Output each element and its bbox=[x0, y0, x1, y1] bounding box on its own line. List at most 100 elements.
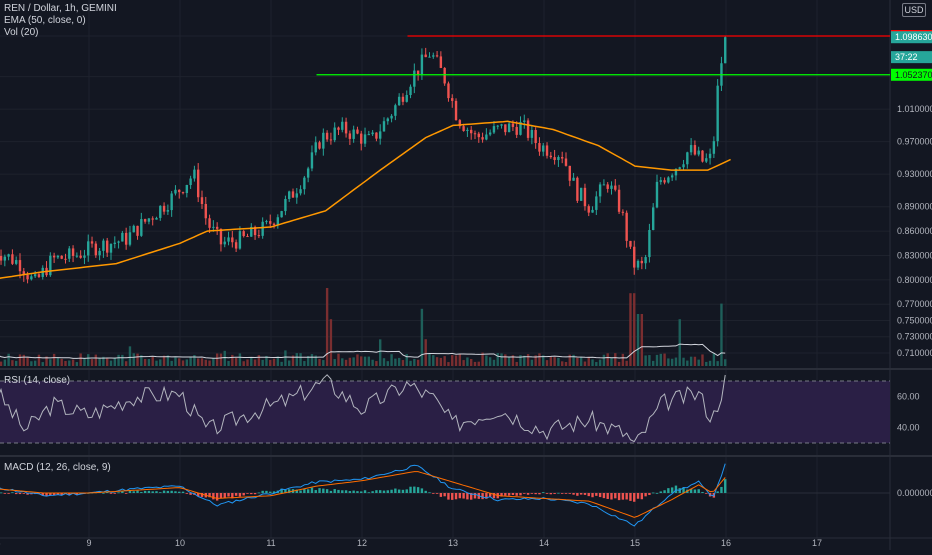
macd-histogram-bar bbox=[625, 493, 628, 500]
price-axis-tick-label[interactable]: 0.930000 bbox=[897, 169, 932, 179]
candle-body bbox=[178, 189, 181, 193]
candle-body bbox=[329, 139, 333, 141]
volume-bar bbox=[356, 354, 359, 366]
volume-bar bbox=[227, 360, 230, 366]
macd-histogram-bar bbox=[181, 491, 185, 493]
volume-legend[interactable]: Vol (20) bbox=[4, 27, 39, 38]
candle-body bbox=[636, 260, 640, 268]
price-axis-tick-label[interactable]: 0.970000 bbox=[897, 137, 932, 147]
candle-body bbox=[7, 254, 10, 257]
time-axis-tick-label[interactable]: 9 bbox=[86, 538, 91, 548]
candle-body bbox=[579, 187, 583, 201]
volume-bar bbox=[121, 354, 124, 366]
ema-legend[interactable]: EMA (50, close, 0) bbox=[4, 15, 86, 26]
macd-histogram-bar bbox=[640, 493, 644, 500]
time-axis-tick-label[interactable]: 15 bbox=[630, 538, 640, 548]
volume-bar bbox=[200, 358, 204, 366]
volume-bar bbox=[90, 359, 94, 366]
candle-body bbox=[477, 133, 480, 138]
macd-histogram-bar bbox=[701, 491, 704, 493]
volume-bar bbox=[636, 314, 640, 366]
candle-body bbox=[18, 260, 22, 272]
macd-histogram-bar bbox=[610, 493, 613, 500]
volume-bar bbox=[466, 357, 469, 366]
macd-histogram-bar bbox=[458, 493, 462, 499]
macd-histogram-bar bbox=[515, 493, 518, 496]
macd-histogram-bar bbox=[379, 490, 382, 493]
macd-histogram-bar bbox=[682, 487, 685, 493]
volume-bar bbox=[705, 361, 708, 366]
macd-histogram-bar bbox=[295, 489, 298, 493]
macd-histogram-bar bbox=[231, 493, 234, 499]
macd-histogram-bar bbox=[397, 489, 401, 493]
price-axis-tick-label[interactable]: 0.770000 bbox=[897, 299, 932, 309]
volume-bar bbox=[716, 361, 719, 366]
volume-bar bbox=[56, 357, 60, 366]
time-axis-tick-label[interactable]: 16 bbox=[721, 538, 731, 548]
candle-body bbox=[504, 124, 507, 133]
macd-histogram-bar bbox=[143, 490, 147, 493]
candle-body bbox=[269, 221, 272, 224]
candle-body bbox=[124, 232, 128, 245]
price-axis-tick-label[interactable]: 0.830000 bbox=[897, 250, 932, 260]
candle-body bbox=[291, 191, 295, 198]
currency-selector[interactable]: USD bbox=[902, 3, 926, 17]
candle-body bbox=[397, 96, 401, 106]
time-axis-tick-label[interactable]: 8 bbox=[0, 538, 1, 548]
candle-body bbox=[197, 169, 200, 198]
volume-bar bbox=[189, 357, 192, 366]
volume-bar bbox=[557, 357, 560, 366]
rsi-legend[interactable]: RSI (14, close) bbox=[4, 375, 71, 386]
time-axis-tick-label[interactable]: 17 bbox=[812, 538, 822, 548]
volume-bar bbox=[71, 359, 75, 366]
time-axis-tick-label[interactable]: 12 bbox=[357, 538, 367, 548]
candle-body bbox=[143, 219, 147, 222]
candle-body bbox=[261, 221, 264, 236]
volume-bar bbox=[712, 353, 716, 366]
candle-body bbox=[75, 255, 79, 257]
price-axis-tick-label[interactable]: 0.860000 bbox=[897, 226, 932, 236]
candle-body bbox=[356, 129, 359, 134]
candle-body bbox=[79, 255, 82, 258]
candle-body bbox=[166, 210, 170, 212]
volume-bar bbox=[572, 354, 575, 366]
candle-body bbox=[572, 177, 575, 181]
candle-body bbox=[458, 120, 462, 127]
price-axis-tick-label[interactable]: 0.800000 bbox=[897, 275, 932, 285]
macd-histogram-bar bbox=[591, 493, 594, 498]
macd-histogram-bar bbox=[375, 490, 378, 493]
price-axis-tick-label[interactable]: 1.010000 bbox=[897, 104, 932, 114]
volume-bar bbox=[257, 355, 261, 366]
price-axis-tick-label[interactable]: 0.730000 bbox=[897, 332, 932, 342]
time-axis-tick-label[interactable]: 11 bbox=[266, 538, 275, 548]
volume-bar bbox=[523, 355, 526, 366]
volume-bar bbox=[64, 360, 67, 366]
volume-bar bbox=[147, 359, 151, 366]
candle-body bbox=[382, 121, 386, 132]
price-axis-tick-label[interactable]: 0.750000 bbox=[897, 315, 932, 325]
macd-histogram-bar bbox=[587, 493, 590, 497]
macd-histogram-bar bbox=[151, 491, 154, 493]
price-axis-tick-label[interactable]: 0.710000 bbox=[897, 348, 932, 358]
volume-bar bbox=[291, 355, 295, 366]
time-axis-tick-label[interactable]: 10 bbox=[175, 538, 185, 548]
macd-legend[interactable]: MACD (12, 26, close, 9) bbox=[4, 462, 111, 473]
time-axis-tick-label[interactable]: 13 bbox=[448, 538, 458, 548]
volume-bar bbox=[360, 356, 363, 366]
macd-histogram-bar bbox=[576, 493, 579, 496]
price-axis-tick-label[interactable]: 0.890000 bbox=[897, 202, 932, 212]
volume-bar bbox=[625, 360, 628, 366]
time-axis-tick-label[interactable]: 14 bbox=[539, 538, 549, 548]
macd-histogram-bar bbox=[488, 493, 492, 497]
candle-body bbox=[344, 121, 348, 134]
volume-bar bbox=[401, 360, 405, 366]
macd-histogram-bar bbox=[689, 488, 693, 493]
candle-body bbox=[561, 157, 564, 159]
macd-histogram-bar bbox=[200, 493, 204, 497]
symbol-legend[interactable]: REN / Dollar, 1h, GEMINI bbox=[4, 3, 117, 14]
volume-bar bbox=[113, 357, 116, 366]
candle-body bbox=[542, 145, 545, 152]
candle-body bbox=[363, 134, 367, 144]
volume-bar bbox=[174, 357, 177, 366]
